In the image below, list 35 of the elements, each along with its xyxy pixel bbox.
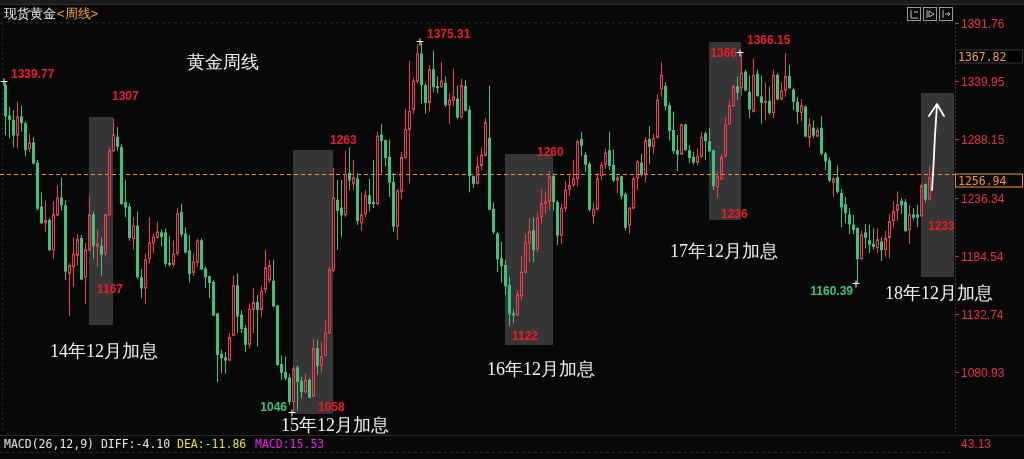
annotation: 14年12月加息 xyxy=(50,341,158,362)
annotation: 1375.31 xyxy=(427,27,471,42)
annotation: 1367.82 xyxy=(958,49,1007,64)
y-tick-label: 1391.76 xyxy=(961,16,1005,31)
annotation: 1366.15 xyxy=(747,33,791,48)
y-tick-label: 1288.15 xyxy=(961,132,1005,147)
annotation: 1058 xyxy=(318,400,345,415)
annotation: 16年12月加息 xyxy=(487,359,595,380)
annotation: MACD(26,12,9) DIFF:-4.10 xyxy=(4,437,171,451)
annotation: 43.13 xyxy=(961,437,992,452)
ref-line-label: 1256.94 xyxy=(958,173,1007,188)
annotation: 15年12月加息 xyxy=(281,414,389,435)
subtitle: <周线> xyxy=(57,6,99,22)
annotation: 1167 xyxy=(97,282,124,297)
annotation: 1122 xyxy=(512,329,539,344)
y-tick-label: 1339.95 xyxy=(961,74,1005,89)
title: 现货黄金 xyxy=(4,6,56,22)
annotation: DEA:-11.86 xyxy=(177,437,247,451)
y-tick-label: 1132.74 xyxy=(961,307,1004,322)
annotation: 1263 xyxy=(330,132,357,147)
annotation: 1307 xyxy=(112,89,139,104)
annotation: MACD:15.53 xyxy=(255,437,325,451)
y-tick-label: 1236.34 xyxy=(961,191,1005,206)
y-tick-label: 1080.93 xyxy=(961,365,1005,380)
y-tick-label: 1184.54 xyxy=(961,249,1004,264)
annotation: 1233 xyxy=(928,219,955,234)
annotation: 黄金周线 xyxy=(187,52,259,73)
annotation: 1160.39 xyxy=(810,284,853,299)
annotation: 1236 xyxy=(721,206,748,221)
annotation: 17年12月加息 xyxy=(670,241,778,262)
annotation: 1046 xyxy=(260,400,287,415)
annotation: 18年12月加息 xyxy=(885,283,993,304)
annotation: 1366 xyxy=(710,46,737,61)
annotation: 1339.77 xyxy=(11,67,55,82)
annotation: 1260 xyxy=(537,145,564,160)
